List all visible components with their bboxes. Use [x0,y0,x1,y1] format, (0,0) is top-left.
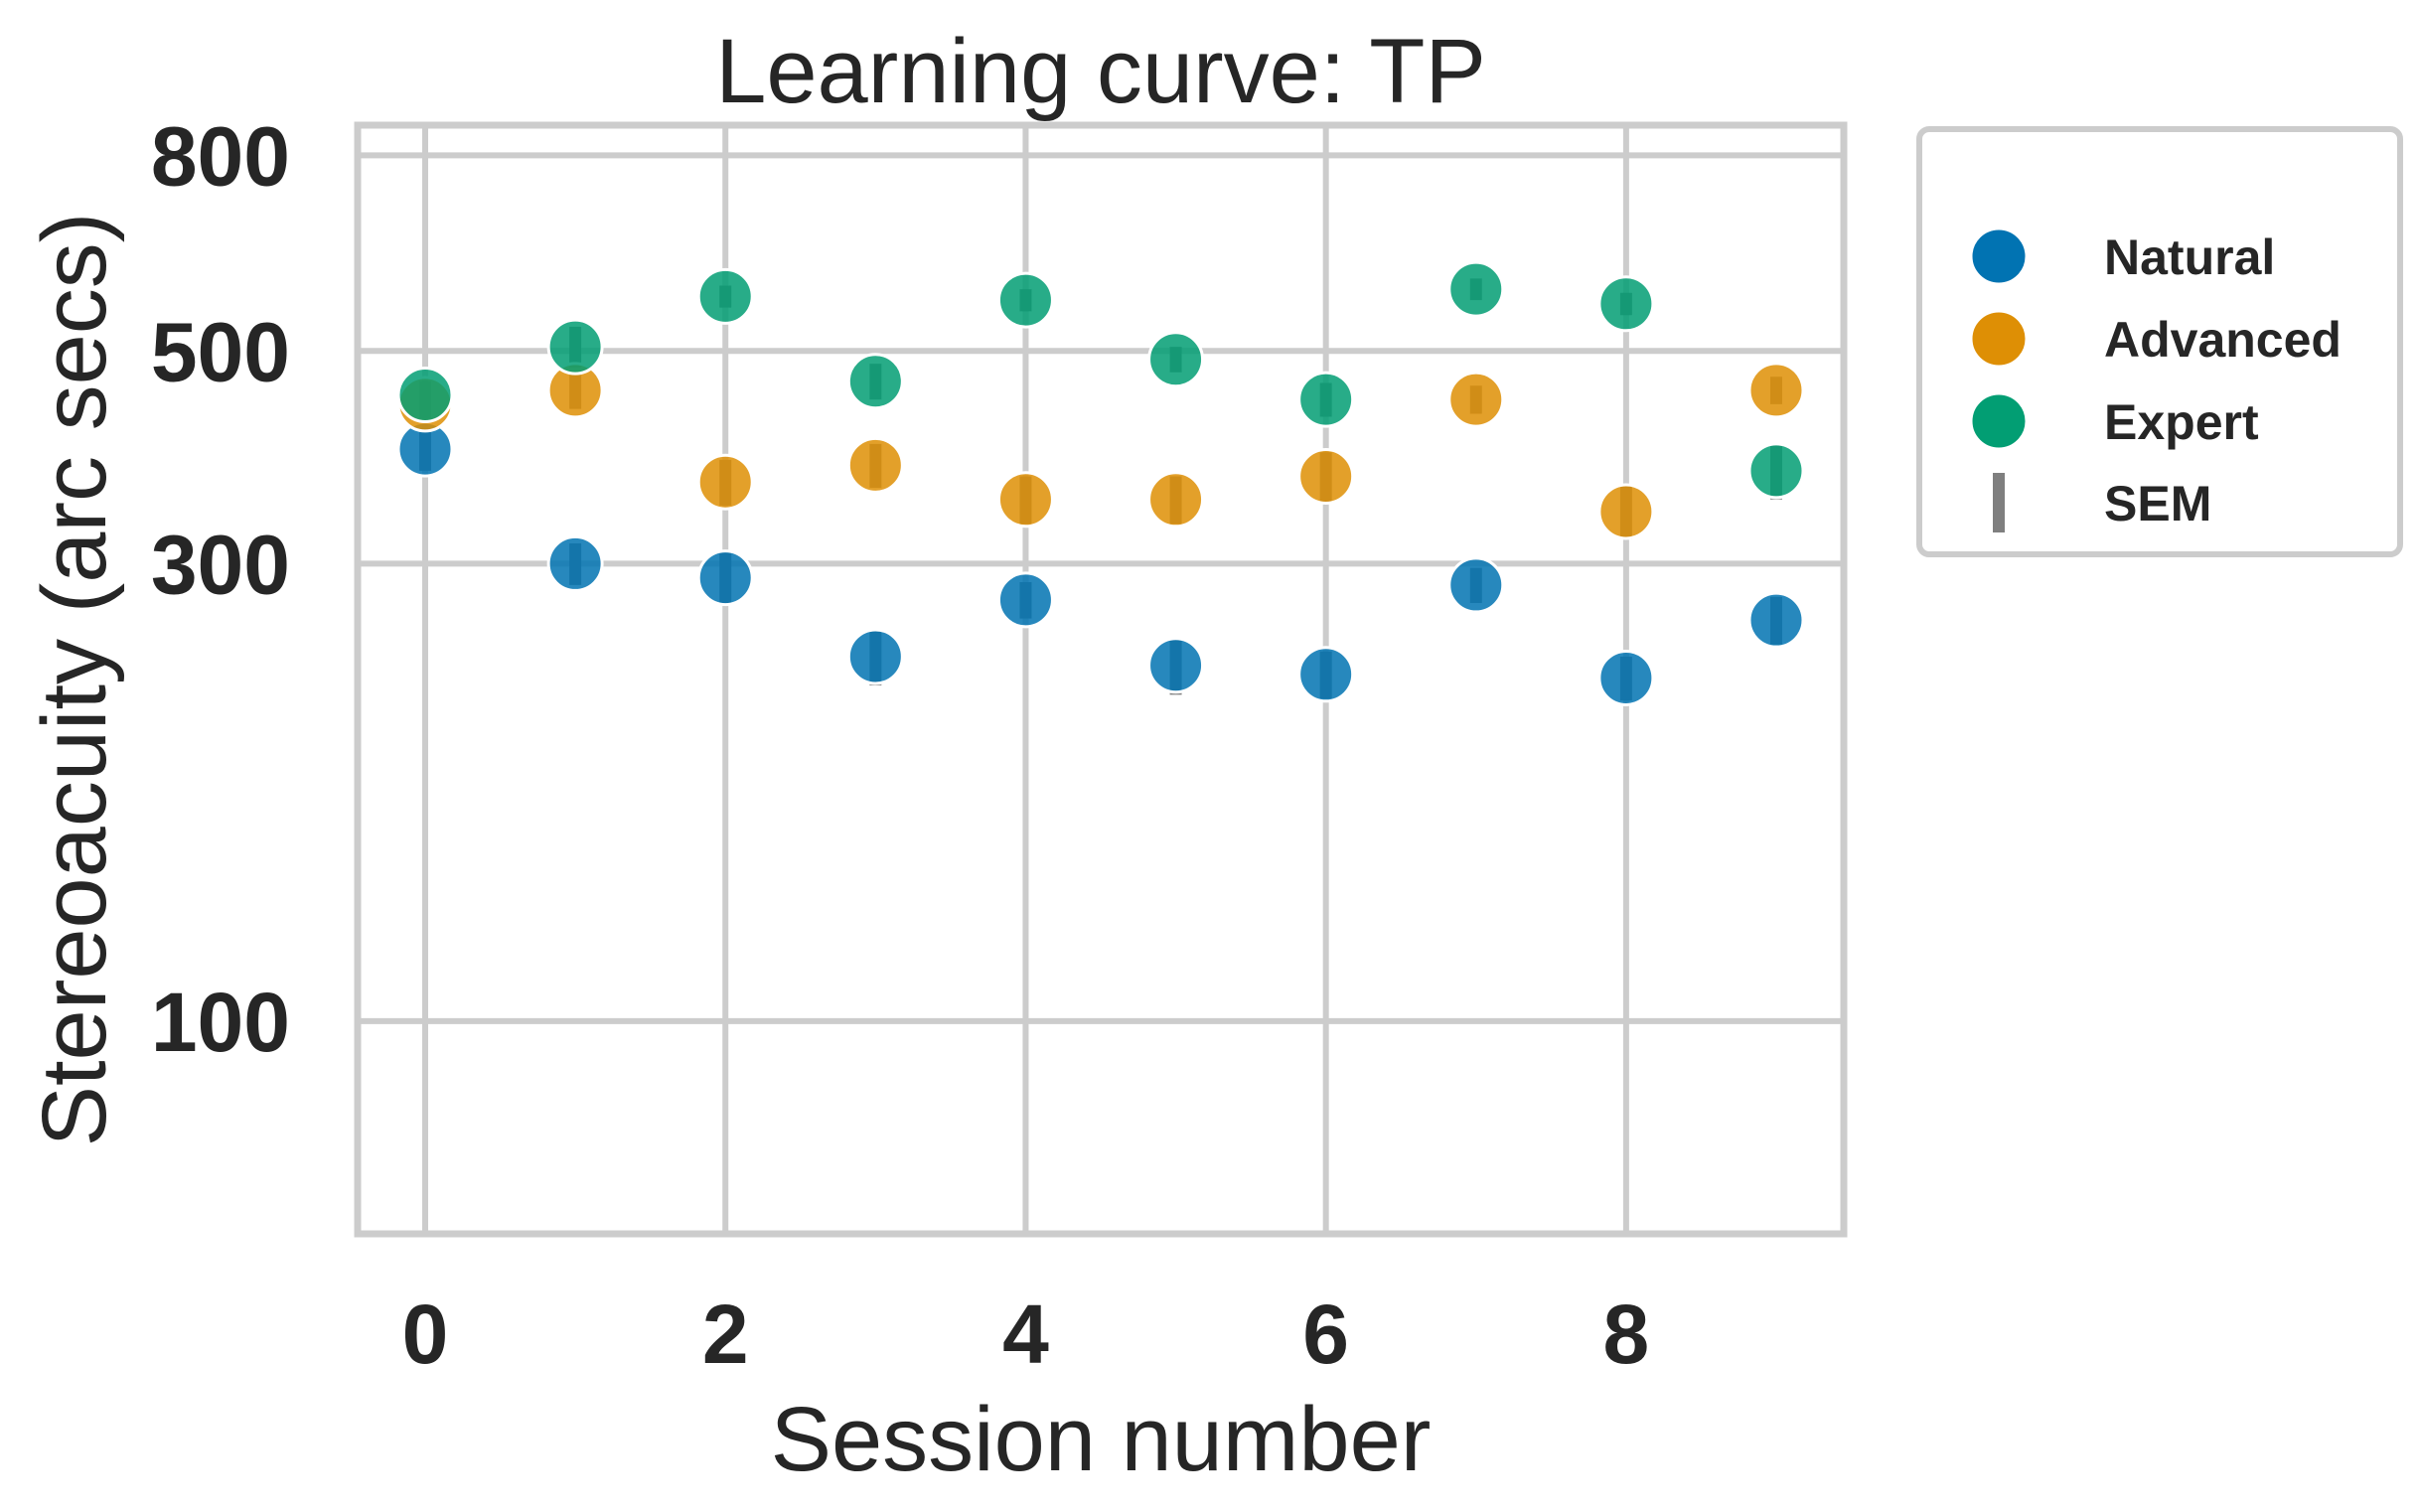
point-natural [546,534,604,592]
point-expert [1147,331,1205,388]
legend-label-advanced: Advanced [2104,312,2342,368]
point-advanced [1597,483,1655,540]
legend-label-sem: SEM [2104,476,2211,531]
data-points [396,260,1805,706]
y-tick-label: 300 [151,518,290,611]
point-expert [1597,275,1655,333]
point-expert [396,366,454,423]
legend-label-expert: Expert [2104,394,2259,450]
point-advanced [1147,471,1205,529]
legend-items: Natural Advanced Expert SEM [1969,227,2342,532]
x-axis-label: Session number [771,1389,1432,1490]
x-tick-label: 4 [1002,1287,1049,1381]
point-expert [1747,442,1805,500]
legend: Natural Advanced Expert SEM [1916,126,2403,557]
x-tick-label: 6 [1302,1287,1349,1381]
x-tick-labels: 0 2 4 6 8 [402,1287,1650,1381]
point-expert [996,271,1054,329]
point-expert [1447,260,1505,318]
legend-marker-advanced [1969,309,2029,369]
point-expert [546,318,604,376]
point-advanced [696,453,754,511]
point-advanced [1447,371,1505,428]
y-tick-label: 800 [151,109,290,203]
y-tick-label: 500 [151,305,290,398]
legend-frame [1916,126,2403,557]
legend-marker-expert [1969,391,2029,451]
legend-marker-natural [1969,227,2029,286]
point-natural [1147,637,1205,694]
point-natural [1597,649,1655,706]
point-natural [1747,591,1805,649]
plot-area [354,121,1848,1238]
y-tick-labels: 100 300 500 800 [151,109,290,1069]
point-advanced [1747,362,1805,419]
point-advanced [846,436,904,494]
x-tick-label: 8 [1603,1287,1650,1381]
point-expert [1297,371,1355,428]
y-tick-label: 100 [151,976,290,1069]
point-advanced [1297,448,1355,506]
x-tick-label: 2 [702,1287,749,1381]
point-expert [696,267,754,325]
x-tick-label: 0 [402,1287,449,1381]
point-natural [846,628,904,685]
point-expert [846,353,904,410]
plot-frame [354,121,1848,1238]
point-natural [1297,646,1355,703]
legend-label-natural: Natural [2104,229,2275,285]
point-natural [696,549,754,607]
point-natural [1447,556,1505,614]
point-natural [996,571,1054,629]
point-advanced [996,471,1054,529]
y-axis-label: Stereoacuity (arc secs) [24,213,125,1147]
error-bars [419,278,1782,701]
chart-title: Learning curve: TP [715,21,1486,122]
